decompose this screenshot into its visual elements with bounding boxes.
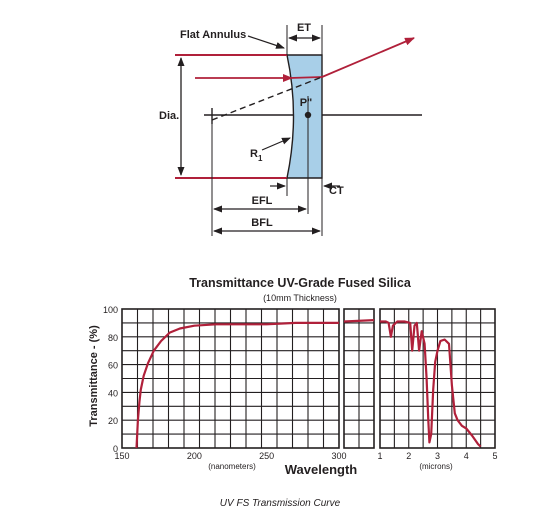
ct-label: CT: [329, 185, 344, 197]
radius-label: R1: [250, 148, 263, 163]
y-tick-label: 80: [108, 333, 118, 343]
uv-x-tick-label: 300: [331, 451, 346, 461]
figure-caption: UV FS Transmission Curve: [220, 498, 341, 509]
x-axis-label: Wavelength: [285, 462, 358, 477]
chart-subtitle: (10mm Thickness): [263, 293, 337, 303]
y-tick-labels: 0 20 40 60 80 100: [103, 305, 118, 454]
y-tick-label: 0: [113, 444, 118, 454]
y-axis-label: Transmittance - (%): [88, 325, 100, 427]
plano-concave-lens: [286, 54, 323, 179]
uv-x-tick-label: 200: [187, 451, 202, 461]
mid-panel: [343, 308, 375, 449]
ir-x-tick-label: 2: [406, 451, 411, 461]
microns-unit-label: (microns): [419, 462, 453, 471]
mid-transmittance-curve: [343, 319, 375, 323]
chart-title: Transmittance UV-Grade Fused Silica: [189, 276, 412, 290]
y-tick-label: 20: [108, 416, 118, 426]
flat-annulus-label: Flat Annulus: [180, 29, 246, 41]
ir-x-tick-label: 4: [464, 451, 469, 461]
uv-transmittance-curve: [135, 321, 339, 449]
lens-diagram: ET Flat Annulus Dia. P" R1 CT EFL BFL: [159, 22, 422, 236]
nanometers-unit-label: (nanometers): [208, 462, 256, 471]
uv-panel: [121, 308, 340, 449]
transmittance-chart: Transmittance UV-Grade Fused Silica (10m…: [88, 276, 498, 477]
ray-in-lens: [289, 76, 323, 79]
ir-x-tick-labels: 1 2 3 4 5: [377, 451, 497, 461]
uv-x-tick-label: 150: [114, 451, 129, 461]
uv-x-tick-label: 250: [259, 451, 274, 461]
et-label: ET: [297, 22, 311, 34]
ir-transmittance-curve: [380, 320, 482, 448]
outgoing-ray: [321, 37, 415, 78]
uv-x-tick-labels: 150 200 250 300: [114, 451, 346, 461]
flat-annulus-leader: [247, 35, 285, 49]
y-tick-label: 40: [108, 388, 118, 398]
y-tick-label: 100: [103, 305, 118, 315]
ir-x-tick-label: 5: [492, 451, 497, 461]
ir-x-tick-label: 3: [435, 451, 440, 461]
ir-panel: [379, 308, 496, 449]
ir-x-tick-label: 1: [377, 451, 382, 461]
principal-point-label: P": [300, 97, 313, 109]
dia-label: Dia.: [159, 110, 179, 122]
y-tick-label: 60: [108, 361, 118, 371]
bfl-label: BFL: [251, 217, 273, 229]
efl-label: EFL: [252, 195, 273, 207]
radius-leader: [261, 137, 291, 151]
